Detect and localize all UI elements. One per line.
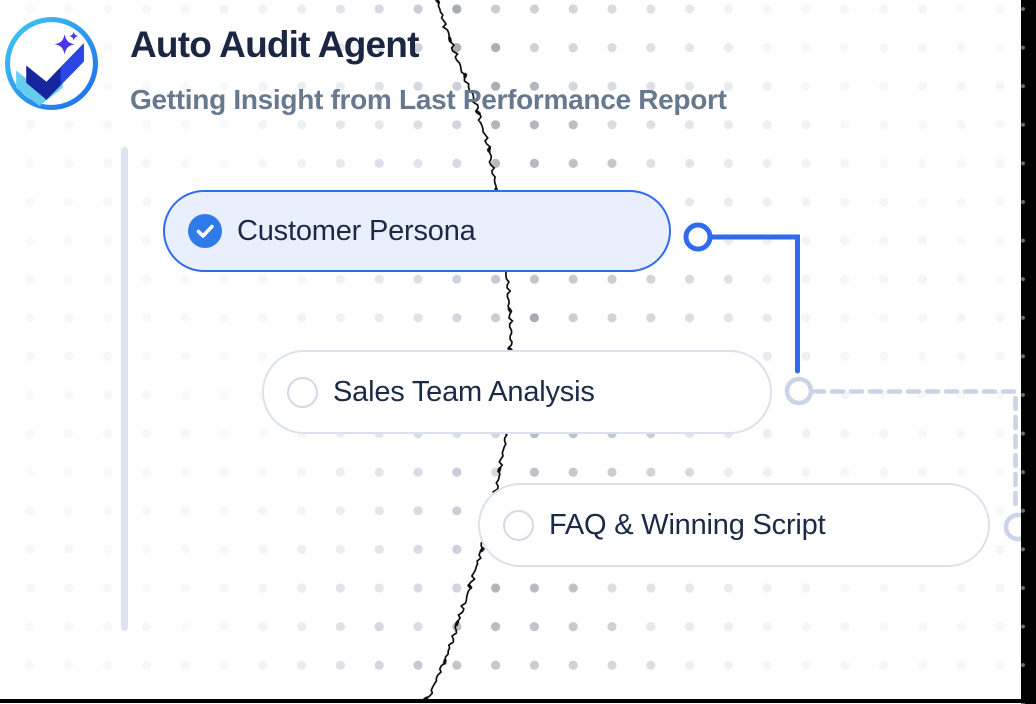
page-title: Auto Audit Agent bbox=[130, 24, 419, 65]
small-sparkle-icon bbox=[69, 31, 79, 41]
step-label: FAQ & Winning Script bbox=[549, 508, 826, 541]
bottom-edge-bar bbox=[0, 699, 1036, 703]
sparkle-icon bbox=[54, 34, 75, 55]
step-label: Customer Persona bbox=[237, 214, 476, 247]
radio-empty-icon bbox=[503, 509, 534, 541]
check-circle-icon bbox=[188, 214, 222, 248]
connector-node bbox=[784, 376, 814, 406]
right-edge-bar bbox=[1021, 0, 1036, 704]
radio-empty-icon bbox=[287, 376, 318, 408]
auto-audit-agent-logo-icon bbox=[3, 15, 100, 112]
page-subtitle: Getting Insight from Last Performance Re… bbox=[130, 84, 727, 115]
logo-check-tail bbox=[60, 43, 84, 86]
logo-navy-check bbox=[26, 43, 84, 100]
step-sales-team-analysis[interactable]: Sales Team Analysis bbox=[262, 350, 772, 434]
step-customer-persona[interactable]: Customer Persona bbox=[163, 190, 671, 272]
step-label: Sales Team Analysis bbox=[333, 375, 595, 408]
step-faq-winning-script[interactable]: FAQ & Winning Script bbox=[478, 483, 990, 567]
connector-node-active bbox=[683, 222, 713, 252]
timeline-rail bbox=[121, 147, 128, 631]
